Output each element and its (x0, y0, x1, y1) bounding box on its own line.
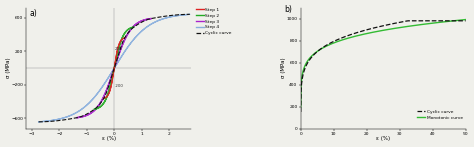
X-axis label: ε (%): ε (%) (102, 136, 116, 141)
Text: b): b) (284, 5, 292, 14)
Y-axis label: σ (MPa): σ (MPa) (6, 58, 10, 78)
Text: 200: 200 (115, 47, 122, 51)
Text: a): a) (29, 9, 37, 18)
Y-axis label: σ (MPa): σ (MPa) (281, 58, 286, 78)
X-axis label: ε (%): ε (%) (376, 136, 390, 141)
Legend: Cyclic curve, Monotonic curve: Cyclic curve, Monotonic curve (417, 109, 464, 120)
Text: -200: -200 (115, 84, 124, 88)
Legend: Step 1, Step 2, Step 3, Step 4, Cyclic curve: Step 1, Step 2, Step 3, Step 4, Cyclic c… (195, 7, 232, 36)
